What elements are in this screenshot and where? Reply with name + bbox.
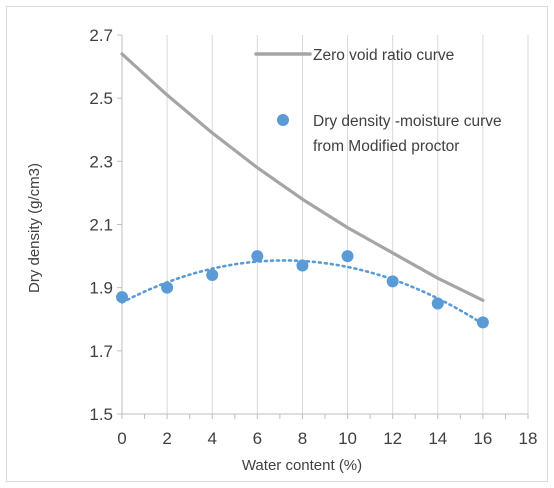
- legend-label-zero-void: Zero void ratio curve: [313, 47, 454, 64]
- y-axis: [117, 34, 123, 415]
- proctor-point-1: [161, 281, 174, 294]
- y-tick-label-1.7: 1.7: [89, 342, 113, 361]
- proctor-point-0: [116, 291, 128, 304]
- series-layer: [116, 52, 489, 329]
- x-tick-label-14: 14: [428, 429, 447, 448]
- legend: Zero void ratio curve Dry density -moist…: [254, 47, 502, 155]
- proctor-point-8: [476, 316, 489, 329]
- legend-swatch-proctor: [277, 114, 289, 126]
- x-tick-labels: 0 2 4 6 8 10 12 14 16 18: [117, 429, 537, 448]
- proctor-point-7: [431, 297, 444, 310]
- y-tick-label-2.7: 2.7: [89, 26, 113, 45]
- x-tick-label-10: 10: [338, 429, 357, 448]
- x-tick-label-16: 16: [473, 429, 492, 448]
- x-tick-label-2: 2: [162, 429, 171, 448]
- y-tick-label-2.3: 2.3: [89, 152, 113, 171]
- legend-label-proctor-line2: from Modified proctor: [313, 138, 459, 155]
- x-tick-label-4: 4: [207, 429, 216, 448]
- y-axis-title: Dry density (g/cm3): [26, 163, 43, 293]
- proctor-point-5: [341, 250, 354, 263]
- proctor-point-2: [206, 269, 219, 282]
- x-tick-label-18: 18: [519, 429, 538, 448]
- y-tick-label-1.5: 1.5: [89, 405, 113, 424]
- y-tick-label-1.9: 1.9: [89, 279, 113, 298]
- proctor-point-6: [386, 275, 399, 288]
- x-tick-label-12: 12: [383, 429, 402, 448]
- chart-frame: [6, 6, 548, 482]
- proctor-point-4: [296, 259, 309, 272]
- x-tick-label-0: 0: [117, 429, 126, 448]
- legend-label-proctor-line1: Dry density -moisture curve: [313, 113, 502, 130]
- x-axis: [121, 413, 529, 419]
- proctor-point-3: [251, 250, 264, 263]
- zero-void-ratio-line: [120, 52, 485, 302]
- x-tick-label-8: 8: [298, 429, 307, 448]
- vertical-grid-lines: [166, 35, 529, 414]
- x-tick-label-6: 6: [253, 429, 262, 448]
- y-tick-labels: 1.5 1.7 1.9 2.1 2.3 2.5 2.7: [89, 26, 113, 424]
- y-tick-label-2.5: 2.5: [89, 89, 113, 108]
- x-axis-title: Water content (%): [242, 457, 362, 474]
- y-tick-label-2.1: 2.1: [89, 216, 113, 235]
